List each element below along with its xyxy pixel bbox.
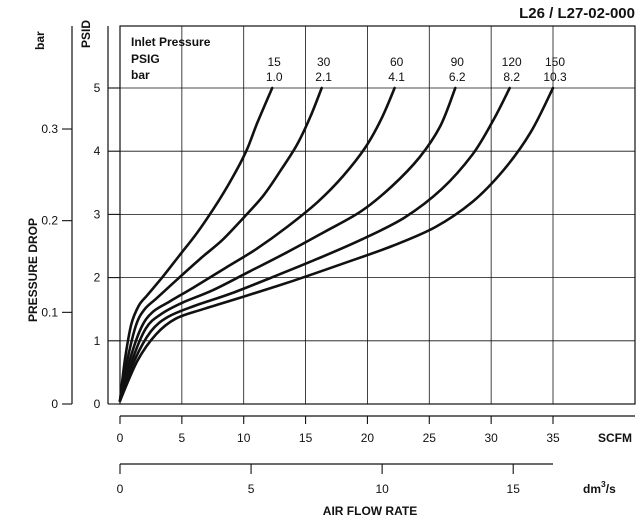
psid-tick-label: 3 bbox=[94, 207, 101, 221]
dm3s-tick-label: 10 bbox=[375, 482, 389, 496]
psid-tick-label: 2 bbox=[94, 271, 101, 285]
scfm-tick-label: 20 bbox=[361, 431, 375, 445]
scfm-ticks: 0 5 10 15 20 25 30 35 bbox=[117, 416, 560, 445]
curve-90-psig bbox=[118, 86, 457, 403]
psid-tick-label: 0 bbox=[94, 397, 101, 411]
curves bbox=[118, 86, 555, 403]
curve-30-psig bbox=[118, 86, 323, 403]
legend-bar-value: 8.2 bbox=[503, 70, 520, 84]
curve-15-psig bbox=[118, 86, 274, 403]
scfm-tick-label: 25 bbox=[423, 431, 437, 445]
curve-150-psig bbox=[118, 86, 555, 403]
legend-bar-label: bar bbox=[131, 68, 150, 82]
psid-tick-label: 5 bbox=[94, 81, 101, 95]
bar-tick-label: 0.1 bbox=[41, 305, 58, 319]
scfm-tick-label: 0 bbox=[117, 431, 124, 445]
psid-ticks: 0 1 2 3 4 5 bbox=[94, 81, 120, 411]
legend-bar-value: 4.1 bbox=[388, 70, 405, 84]
y-axis-title: PRESSURE DROP bbox=[26, 218, 40, 322]
scfm-unit-label: SCFM bbox=[598, 431, 632, 445]
bar-tick-label: 0.3 bbox=[41, 122, 58, 136]
scfm-tick-label: 10 bbox=[237, 431, 251, 445]
curve-60-psig bbox=[118, 86, 396, 403]
dm3s-tick-label: 0 bbox=[117, 482, 124, 496]
legend-psig-value: 15 bbox=[267, 55, 281, 69]
legend-psig-value: 90 bbox=[451, 55, 465, 69]
bar-tick-label: 0.2 bbox=[41, 214, 58, 228]
legend-bar-value: 1.0 bbox=[266, 70, 283, 84]
legend-bar-value: 6.2 bbox=[449, 70, 466, 84]
curve-120-psig bbox=[118, 86, 511, 403]
dm3s-ticks: 0 5 10 15 bbox=[117, 464, 521, 496]
legend-heading: Inlet Pressure bbox=[131, 35, 211, 49]
legend-psig-label: PSIG bbox=[131, 52, 160, 66]
legend-psig-value: 60 bbox=[390, 55, 404, 69]
psid-tick-label: 4 bbox=[94, 144, 101, 158]
bar-ticks: 0 0.1 0.2 0.3 bbox=[41, 122, 72, 411]
dm3s-tick-label: 5 bbox=[248, 482, 255, 496]
bar-unit-label: bar bbox=[33, 31, 47, 50]
scfm-tick-label: 5 bbox=[179, 431, 186, 445]
psid-unit-label: PSID bbox=[79, 20, 93, 48]
grid bbox=[120, 26, 635, 404]
dm3s-tick-label: 15 bbox=[507, 482, 521, 496]
plot-frame bbox=[119, 25, 636, 405]
legend-psig-value: 30 bbox=[317, 55, 331, 69]
x-axis-title: AIR FLOW RATE bbox=[323, 504, 417, 518]
legend-psig-value: 120 bbox=[502, 55, 522, 69]
scfm-tick-label: 15 bbox=[299, 431, 313, 445]
legend-psig-value: 150 bbox=[545, 55, 565, 69]
dm3s-unit-label: dm3/s bbox=[583, 479, 616, 496]
scfm-tick-label: 30 bbox=[484, 431, 498, 445]
chart-title: L26 / L27-02-000 bbox=[519, 5, 635, 22]
psid-tick-label: 1 bbox=[94, 334, 101, 348]
bar-tick-label: 0 bbox=[51, 397, 58, 411]
scfm-tick-label: 35 bbox=[546, 431, 560, 445]
legend-bar-value: 2.1 bbox=[315, 70, 332, 84]
legend-bar-value: 10.3 bbox=[543, 70, 567, 84]
